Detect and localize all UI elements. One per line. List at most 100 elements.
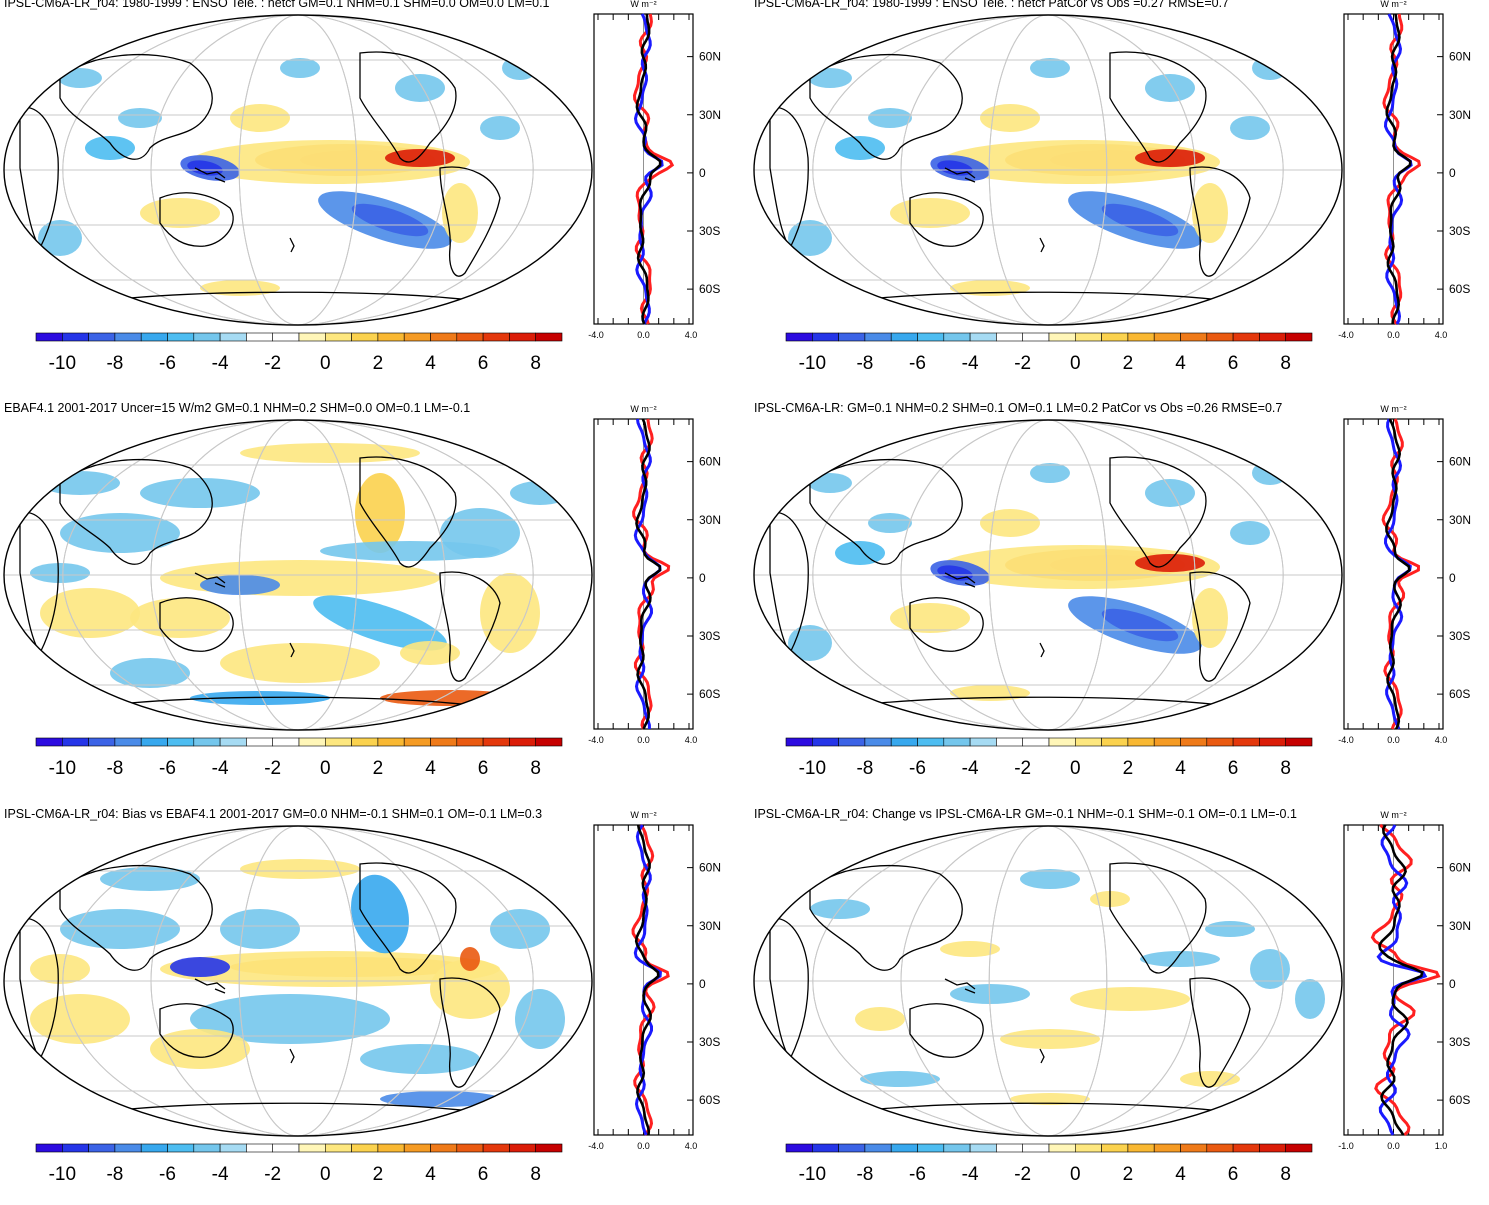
colorbar-tick-label: -8 xyxy=(856,1164,873,1185)
coastline xyxy=(769,511,809,655)
colorbar-swatch xyxy=(298,737,326,747)
colorbar-swatch xyxy=(1048,332,1076,342)
anomaly-region xyxy=(1192,588,1228,648)
robinson-map xyxy=(3,14,593,326)
colorbar-swatch xyxy=(509,1143,536,1153)
coastline xyxy=(909,597,984,652)
zonal-tick-label: 0.0 xyxy=(637,1141,650,1149)
colorbar-swatch xyxy=(535,737,563,747)
anomaly-region xyxy=(980,104,1040,132)
zonal-tick-label: 0.0 xyxy=(637,735,650,743)
longitude-line xyxy=(988,420,1108,730)
colorbar-swatch xyxy=(917,1143,945,1153)
longitude-line xyxy=(150,420,446,730)
colorbar-tick-label: 0 xyxy=(1070,1164,1081,1185)
colorbar-tick-label: 6 xyxy=(1228,1164,1239,1185)
anomaly-region xyxy=(442,183,478,243)
coastline xyxy=(289,237,295,253)
colorbar-tick-label: -4 xyxy=(212,1164,229,1185)
map-panel: EBAF4.1 2001-2017 Uncer=15 W/m2 GM=0.1 N… xyxy=(0,401,744,799)
anomaly-region xyxy=(980,509,1040,537)
colorbar-tick-label: -6 xyxy=(159,353,176,374)
anomaly-region xyxy=(38,220,82,256)
robinson-map xyxy=(3,825,593,1137)
colorbar-swatch xyxy=(1206,1143,1234,1153)
colorbar-tick-label: -10 xyxy=(799,1164,826,1185)
colorbar-tick-label: -10 xyxy=(49,353,76,374)
colorbar-swatch xyxy=(1127,1143,1155,1153)
colorbar-swatch xyxy=(1259,332,1286,342)
zonal-tick-label: -4.0 xyxy=(588,1141,604,1149)
anomaly-region xyxy=(808,473,852,493)
latitude-tick-label: 60N xyxy=(699,861,721,875)
colorbar-tick-label: 6 xyxy=(478,353,489,374)
zonal-mean-plot: W m⁻² 60N 30N 0 30S 60S -4.0 0.0 4.0 xyxy=(588,404,721,743)
colorbar-swatch xyxy=(811,1143,839,1153)
colorbar-swatch xyxy=(482,1143,510,1153)
colorbar-swatch xyxy=(219,1143,247,1153)
zonal-profile-line xyxy=(1370,823,1441,1137)
coastline xyxy=(1109,51,1207,163)
colorbar-tick-label: 2 xyxy=(1123,758,1134,779)
coastline xyxy=(1039,237,1045,253)
colorbar-swatch xyxy=(114,737,142,747)
colorbar: -10-8-6-4-20246810 xyxy=(785,332,1313,374)
colorbar-tick-label: -10 xyxy=(49,1164,76,1185)
zonal-unit-label: W m⁻² xyxy=(1380,404,1406,414)
anomaly-region xyxy=(60,513,180,553)
colorbar-swatch xyxy=(969,332,997,342)
anomaly-region xyxy=(1000,1029,1100,1049)
zonal-tick-label: -4.0 xyxy=(1338,330,1354,338)
colorbar-tick-label: 0 xyxy=(320,758,331,779)
colorbar-tick-label: -2 xyxy=(1014,353,1031,374)
colorbar-swatch xyxy=(377,332,405,342)
anomaly-region xyxy=(1020,869,1080,889)
latitude-tick-label: 30N xyxy=(1449,108,1471,122)
colorbar-swatch xyxy=(535,1143,563,1153)
map-panel: IPSL-CM6A-LR_r04: Bias vs EBAF4.1 2001-2… xyxy=(0,807,744,1205)
colorbar-swatch xyxy=(324,1143,352,1153)
anomaly-region xyxy=(355,473,405,553)
colorbar-swatch xyxy=(1180,1143,1208,1153)
colorbar-tick-label: -8 xyxy=(856,758,873,779)
colorbar: -10-8-6-4-20246810 xyxy=(35,737,563,779)
colorbar-swatch xyxy=(811,332,839,342)
anomaly-region xyxy=(400,641,460,665)
anomaly-region xyxy=(1135,149,1205,167)
colorbar-swatch xyxy=(917,332,945,342)
anomaly-region xyxy=(360,1044,480,1074)
colorbar-swatch xyxy=(114,1143,142,1153)
colorbar-swatch xyxy=(167,737,195,747)
colorbar-swatch xyxy=(1074,737,1102,747)
coastline xyxy=(439,977,501,1088)
latitude-tick-label: 30N xyxy=(699,919,721,933)
longitude-line xyxy=(900,826,1196,1136)
colorbar-tick-label: 6 xyxy=(1228,758,1239,779)
colorbar-swatch xyxy=(219,332,247,342)
colorbar-swatch xyxy=(1153,332,1181,342)
colorbar-swatch xyxy=(140,332,168,342)
colorbar-swatch xyxy=(785,737,813,747)
latitude-tick-label: 30S xyxy=(699,629,720,643)
anomaly-region xyxy=(313,595,447,651)
colorbar-tick-label: 4 xyxy=(1175,758,1186,779)
colorbar-swatch xyxy=(1180,332,1208,342)
anomaly-region xyxy=(150,1029,250,1069)
map-border xyxy=(3,419,593,731)
colorbar-tick-label: -10 xyxy=(49,758,76,779)
coastline xyxy=(944,572,976,588)
anomaly-region xyxy=(160,560,440,596)
colorbar-tick-label: 0 xyxy=(320,353,331,374)
map-border xyxy=(3,825,593,1137)
colorbar-swatch xyxy=(35,332,63,342)
colorbar-tick-label: 4 xyxy=(425,1164,436,1185)
zonal-tick-label: 1.0 xyxy=(1435,1141,1448,1149)
coastline xyxy=(359,456,457,568)
latitude-tick-label: 60N xyxy=(1449,50,1471,64)
colorbar-swatch xyxy=(193,332,221,342)
zonal-profile-line xyxy=(1385,13,1412,325)
colorbar-tick-label: -10 xyxy=(799,758,826,779)
anomaly-region xyxy=(835,136,885,160)
panel-title: EBAF4.1 2001-2017 Uncer=15 W/m2 GM=0.1 N… xyxy=(4,401,471,415)
colorbar-swatch xyxy=(943,1143,971,1153)
